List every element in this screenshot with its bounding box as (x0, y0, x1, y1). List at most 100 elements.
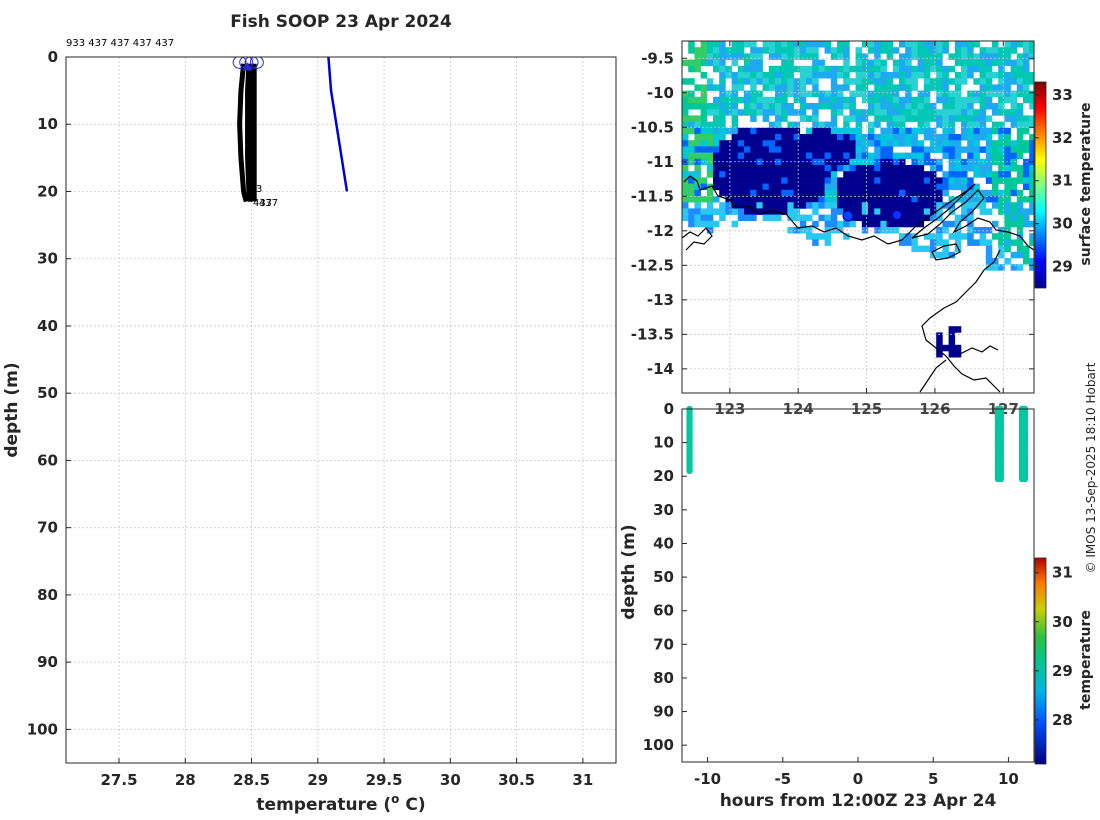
sst-cell (744, 103, 751, 110)
sst-cell (694, 59, 701, 67)
sst-cell (923, 115, 931, 122)
sst-cell (806, 65, 813, 73)
sst-cell (731, 127, 739, 135)
sst-cell (855, 165, 863, 172)
x-tick-label: 30 (440, 771, 461, 789)
sst-cell (948, 90, 956, 98)
sst-cell (830, 84, 838, 91)
sst-cell (1016, 171, 1024, 178)
sst-cell (737, 202, 745, 209)
hours-tick-label: 0 (853, 770, 863, 788)
sst-cell (830, 171, 838, 178)
sst-cell (979, 65, 987, 73)
sst-colorbar-tick-label: 29 (1052, 258, 1073, 276)
sst-cell (713, 171, 720, 178)
sst-cell (917, 208, 925, 215)
sst-cell (998, 239, 1005, 246)
x-tick-label: 28 (175, 771, 196, 789)
sst-cell (1004, 140, 1011, 147)
sst-cell (967, 214, 974, 222)
sst-cell (1029, 47, 1034, 54)
sst-cell (861, 41, 869, 48)
sst-cell (954, 59, 962, 67)
sst-cell (725, 208, 732, 215)
sst-cell (737, 165, 745, 172)
sst-cell (861, 84, 869, 91)
sst-cell (868, 134, 875, 141)
sst-cell (781, 127, 788, 135)
sst-cell (731, 115, 739, 122)
sst-cell (936, 47, 943, 54)
sst-cell (1016, 189, 1024, 197)
sst-cell (930, 53, 937, 60)
sst-cell (799, 177, 807, 184)
sst-cell (824, 165, 832, 172)
sst-cell (706, 140, 714, 147)
depth-tick-label-c: 80 (653, 669, 674, 687)
sst-cell (682, 202, 689, 209)
sst-cell (700, 140, 708, 147)
sst-cell (911, 84, 918, 91)
sst-cell (948, 115, 956, 122)
sst-cell (899, 189, 906, 197)
sst-cell (874, 158, 881, 166)
sst-cell (979, 208, 987, 215)
sst-cell (967, 208, 974, 215)
sst-cell (719, 96, 726, 104)
sst-cell (930, 233, 937, 240)
sst-cell (1010, 72, 1018, 79)
side-annotation-2: 437 (253, 198, 272, 209)
sst-cell (830, 152, 838, 160)
sst-cell (930, 183, 937, 191)
sst-cell (899, 53, 906, 60)
sst-cell (942, 96, 949, 104)
sst-cell (911, 134, 918, 141)
sst-cell (700, 183, 708, 191)
sst-cell (700, 103, 708, 110)
sst-cell (930, 208, 937, 215)
sst-cell (930, 202, 937, 209)
sst-cell (700, 121, 708, 129)
sst-cell (923, 233, 931, 240)
sst-cell (948, 196, 956, 203)
sst-cell (967, 233, 974, 240)
sst-cell (899, 152, 906, 160)
sst-cell (942, 47, 949, 54)
sst-cell (899, 103, 906, 110)
sst-cell (837, 65, 844, 73)
sst-cell (725, 202, 732, 209)
sst-cell (824, 134, 832, 141)
sst-cell (719, 65, 726, 73)
sst-cell (812, 90, 819, 98)
sst-cell (768, 140, 776, 147)
sst-cell (911, 220, 918, 228)
sst-cell (818, 196, 825, 203)
sst-cell (806, 41, 813, 48)
sst-cell (961, 72, 968, 79)
sst-cell (998, 65, 1005, 73)
sst-cell (713, 65, 720, 73)
sst-cell (737, 158, 745, 166)
sst-cell (750, 140, 757, 147)
sst-cell (967, 127, 974, 135)
sst-cell (886, 109, 894, 116)
sst-cell (762, 72, 770, 79)
sst-cell (725, 177, 732, 184)
sst-cell (781, 109, 788, 116)
sst-cell (923, 96, 931, 104)
sst-cell (868, 47, 875, 54)
sst-cell (892, 152, 900, 160)
sst-cell (954, 239, 962, 246)
sst-cell (768, 183, 776, 191)
sst-cell (824, 189, 832, 197)
sst-cell (818, 152, 825, 160)
sst-cell (868, 202, 875, 209)
sst-cell (725, 171, 732, 178)
sst-cell (830, 53, 838, 60)
sst-cell (1010, 41, 1018, 48)
sst-cell (688, 177, 695, 184)
sst-cell (768, 96, 776, 104)
sst-cell (768, 152, 776, 160)
sst-cell (917, 90, 925, 98)
sst-cell (948, 152, 956, 160)
